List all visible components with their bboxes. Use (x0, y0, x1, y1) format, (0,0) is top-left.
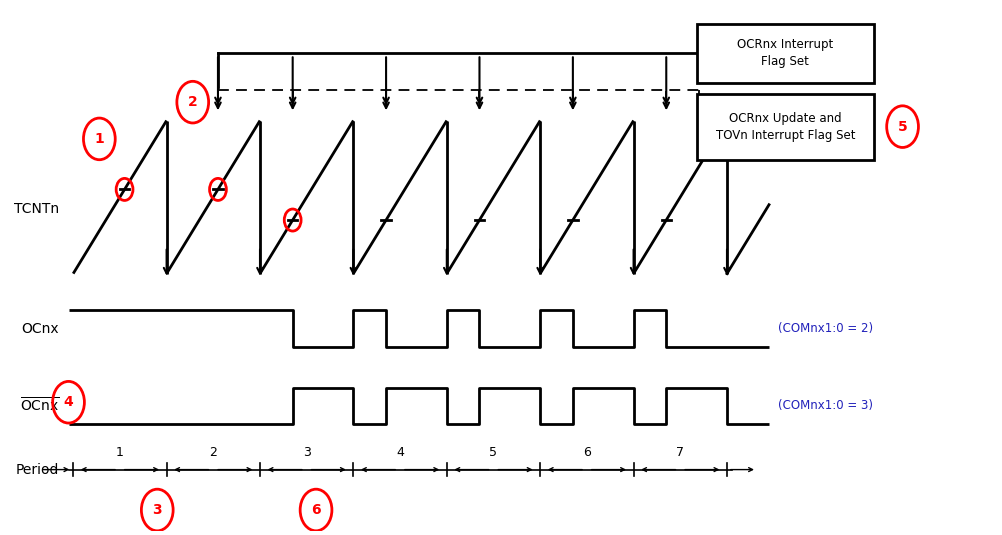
Text: OCnx: OCnx (22, 322, 59, 336)
Text: 1: 1 (94, 132, 104, 146)
Text: OCRnx Update and
TOVn Interrupt Flag Set: OCRnx Update and TOVn Interrupt Flag Set (715, 112, 855, 142)
Text: Period: Period (16, 463, 59, 477)
Text: 4: 4 (396, 446, 404, 458)
Text: 4: 4 (64, 395, 73, 409)
Text: $\overline{\rm OCnx}$: $\overline{\rm OCnx}$ (20, 397, 59, 415)
Text: 6: 6 (312, 503, 321, 517)
Text: TCNTn: TCNTn (14, 202, 59, 216)
Text: 2: 2 (209, 446, 217, 458)
Text: 5: 5 (898, 120, 908, 134)
Text: 3: 3 (303, 446, 311, 458)
FancyBboxPatch shape (697, 24, 874, 82)
Text: 6: 6 (583, 446, 591, 458)
Text: 3: 3 (152, 503, 162, 517)
Text: (COMnx1:0 = 2): (COMnx1:0 = 2) (779, 322, 874, 335)
Text: OCRnx Interrupt
Flag Set: OCRnx Interrupt Flag Set (737, 38, 834, 68)
FancyBboxPatch shape (697, 94, 874, 160)
Text: (COMnx1:0 = 3): (COMnx1:0 = 3) (779, 400, 874, 412)
Text: 2: 2 (187, 95, 197, 109)
Text: 7: 7 (676, 446, 684, 458)
Text: 1: 1 (116, 446, 124, 458)
Text: 5: 5 (490, 446, 497, 458)
